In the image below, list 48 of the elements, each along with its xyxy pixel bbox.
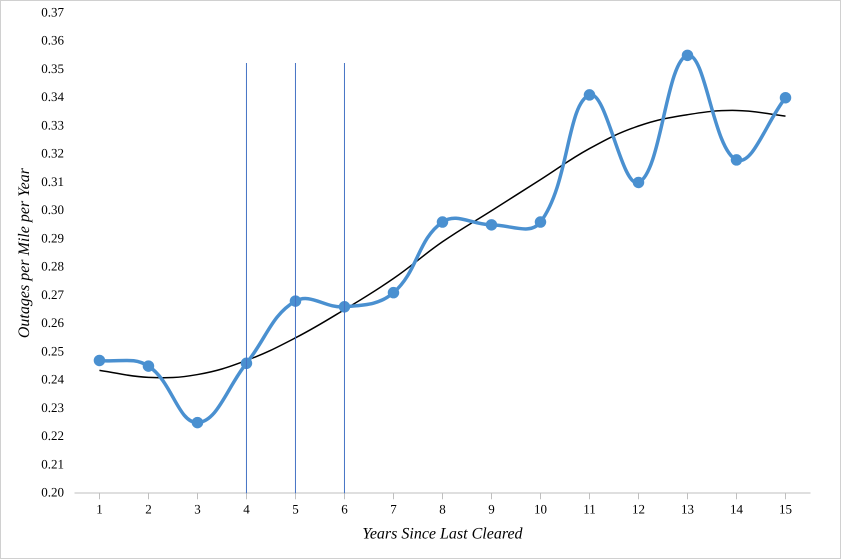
x-tick-label: 10 xyxy=(534,501,547,516)
x-tick-label: 1 xyxy=(96,501,103,516)
y-axis-title: Outages per Mile per Year xyxy=(16,167,33,338)
point xyxy=(780,92,792,104)
y-tick-label: 0.35 xyxy=(41,60,64,76)
x-tick-label: 9 xyxy=(488,501,495,516)
y-tick-label: 0.30 xyxy=(41,202,64,218)
x-tick-label: 5 xyxy=(292,501,299,516)
y-tick-label: 0.20 xyxy=(41,484,64,500)
x-tick-label: 11 xyxy=(583,501,596,516)
x-tick-label: 6 xyxy=(341,501,348,516)
point xyxy=(192,416,204,428)
y-tick-label: 0.32 xyxy=(41,146,64,161)
y-tick-label: 0.34 xyxy=(41,89,64,104)
point xyxy=(730,154,742,166)
point xyxy=(632,176,644,188)
point xyxy=(94,354,106,366)
point xyxy=(388,286,400,298)
y-tick-label: 0.21 xyxy=(41,456,64,472)
x-tick-label: 14 xyxy=(730,501,744,516)
point xyxy=(436,216,448,228)
y-tick-label: 0.25 xyxy=(41,343,64,358)
point xyxy=(486,219,498,231)
point xyxy=(682,50,694,62)
y-tick-label: 0.23 xyxy=(41,400,64,415)
x-tick-label: 2 xyxy=(145,501,152,516)
y-tick-label: 0.29 xyxy=(41,230,64,246)
y-tick-label: 0.26 xyxy=(41,315,64,330)
y-tick-label: 0.22 xyxy=(41,428,64,444)
y-tick-label: 0.31 xyxy=(41,174,64,189)
x-tick-label: 15 xyxy=(779,501,792,516)
x-tick-label: 12 xyxy=(632,501,645,516)
y-tick-label: 0.37 xyxy=(41,4,64,20)
y-tick-label: 0.24 xyxy=(41,372,64,387)
y-tick-label: 0.36 xyxy=(41,32,64,48)
point xyxy=(534,216,546,228)
point xyxy=(584,89,596,101)
x-tick-label: 4 xyxy=(243,501,250,516)
x-tick-label: 7 xyxy=(390,501,398,516)
y-tick-label: 0.28 xyxy=(41,258,64,274)
y-tick-label: 0.27 xyxy=(41,286,64,302)
x-tick-label: 8 xyxy=(439,501,446,516)
x-axis-title: Years Since Last Cleared xyxy=(362,526,524,543)
y-tick-label: 0.33 xyxy=(41,117,64,132)
x-tick-label: 13 xyxy=(680,501,694,516)
line-series xyxy=(98,110,786,379)
x-tick-label: 3 xyxy=(194,501,201,516)
point xyxy=(142,360,154,372)
